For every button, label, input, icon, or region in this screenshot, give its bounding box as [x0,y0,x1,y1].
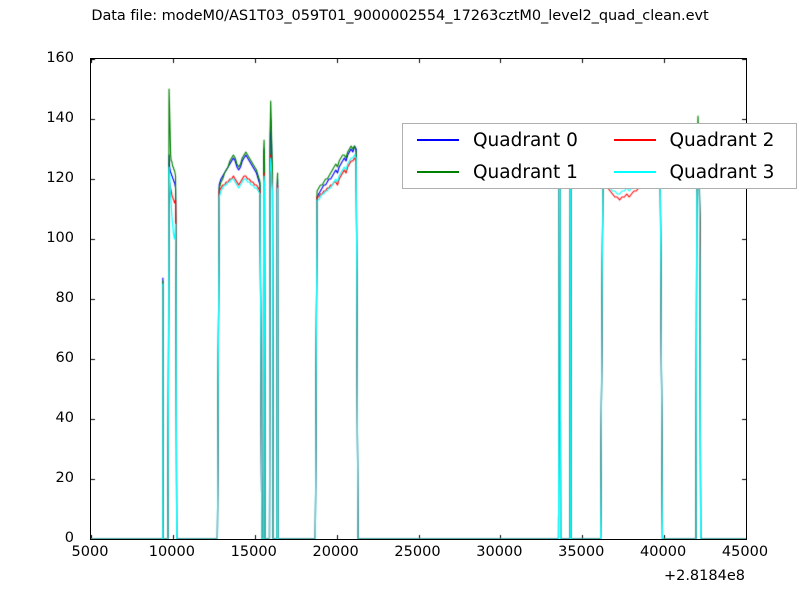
y-tick-label: 100 [46,230,74,246]
y-tick-label: 0 [64,530,74,546]
y-tick-label: 40 [55,410,74,426]
legend-label: Quadrant 3 [669,161,775,183]
legend-line-swatch [417,139,459,141]
legend-line-swatch [613,171,656,173]
y-tick-label: 120 [46,170,74,186]
x-tick-label: 30000 [476,544,523,560]
x-tick-label: 20000 [312,544,359,560]
plot-area: Quadrant 0 Quadrant 2 Quadrant 1 Quadran… [90,58,797,540]
legend-label: Quadrant 1 [473,161,578,183]
x-tick-label: 5000 [71,544,109,560]
x-axis-tick-labels: 5000 10000 15000 20000 25000 30000 35000 40000 4… [0,544,800,566]
y-tick-label: 160 [46,50,74,66]
legend: Quadrant 0 Quadrant 2 Quadrant 1 Quadran… [402,123,797,189]
x-tick-label: 25000 [394,544,441,560]
x-tick-label: 10000 [148,544,195,560]
legend-label: Quadrant 2 [669,129,775,151]
y-axis-tick-labels: 0 20 40 60 80 100 120 140 160 [0,50,82,546]
y-tick-label: 60 [55,350,74,366]
legend-entry-quadrant-0[interactable]: Quadrant 0 [403,130,600,151]
y-tick-label: 140 [46,110,74,126]
legend-entry-quadrant-2[interactable]: Quadrant 2 [600,130,797,151]
legend-grid: Quadrant 0 Quadrant 2 Quadrant 1 Quadran… [403,124,796,188]
legend-line-swatch [613,139,656,141]
x-tick-label: 35000 [558,544,605,560]
page-title: Data file: modeM0/AS1T03_059T01_90000025… [91,8,709,24]
x-axis-offset-label: +2.8184e8 [663,568,745,584]
legend-line-swatch [417,171,459,173]
legend-entry-quadrant-3[interactable]: Quadrant 3 [600,162,797,183]
x-tick-label: 45000 [721,544,769,560]
y-tick-label: 80 [55,290,74,306]
x-tick-label: 40000 [640,544,687,560]
x-tick-label: 15000 [230,544,277,560]
legend-entry-quadrant-1[interactable]: Quadrant 1 [403,162,600,183]
y-tick-label: 20 [55,470,74,486]
legend-label: Quadrant 0 [473,129,578,151]
